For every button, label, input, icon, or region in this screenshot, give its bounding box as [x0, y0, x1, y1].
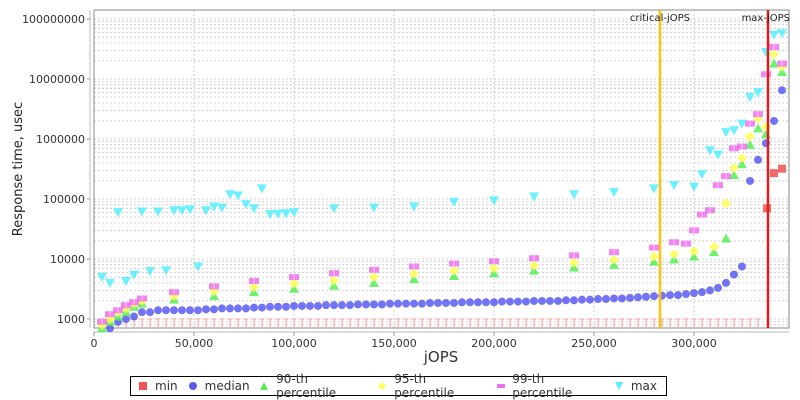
x-axis-title: jOPS: [423, 348, 459, 366]
legend-label: 99-th percentile: [512, 372, 573, 400]
diamond-icon: [377, 380, 388, 392]
legend-label: 90-th percentile: [276, 372, 337, 400]
svg-text:0: 0: [91, 337, 98, 350]
legend-item-90th: 90-th percentile: [259, 372, 368, 400]
svg-text:1000: 1000: [57, 313, 85, 326]
critical-jops-label: critical-jOPS: [630, 13, 690, 24]
y-axis-title: Response time, usec: [11, 102, 26, 236]
chart-legend: min median 90-th percentile 95-th percen…: [130, 372, 667, 400]
svg-text:1000000: 1000000: [36, 133, 85, 146]
svg-text:50,000: 50,000: [175, 337, 214, 350]
x-axis-ticks: 0 50,000 100,000 150,000 200,000 250,000 300,0…: [91, 332, 717, 350]
legend-label: median: [204, 379, 250, 393]
svg-text:100,000: 100,000: [271, 337, 317, 350]
svg-text:150,000: 150,000: [371, 337, 417, 350]
svg-text:100000: 100000: [43, 193, 85, 206]
y-axis-ticks: 1000 10000 100000 1000000 10000000 100000000: [22, 13, 90, 326]
triangle-down-icon: [613, 380, 625, 392]
triangle-up-icon: [259, 380, 270, 392]
plot-area-frame: [93, 9, 790, 329]
legend-item-min: min: [137, 379, 178, 393]
legend-item-max: max: [613, 379, 657, 393]
square-icon: [137, 380, 149, 392]
svg-text:250,000: 250,000: [571, 337, 617, 350]
legend-label: 95-th percentile: [394, 372, 455, 400]
svg-text:300,000: 300,000: [671, 337, 717, 350]
grid-lines: [94, 10, 789, 328]
svg-text:10000: 10000: [50, 253, 85, 266]
legend-label: min: [155, 379, 178, 393]
legend-item-median: median: [187, 379, 250, 393]
svg-text:10000000: 10000000: [29, 73, 85, 86]
max-jops-label: max-jOPS: [742, 13, 790, 24]
circle-icon: [187, 380, 199, 392]
svg-text:100000000: 100000000: [22, 13, 85, 26]
legend-label: max: [630, 379, 658, 393]
data-points: [97, 29, 787, 333]
svg-text:200,000: 200,000: [471, 337, 517, 350]
rectangle-icon: [495, 380, 506, 392]
legend-item-99th: 99-th percentile: [495, 372, 604, 400]
min-stems: [99, 318, 761, 328]
legend-item-95th: 95-th percentile: [377, 372, 486, 400]
